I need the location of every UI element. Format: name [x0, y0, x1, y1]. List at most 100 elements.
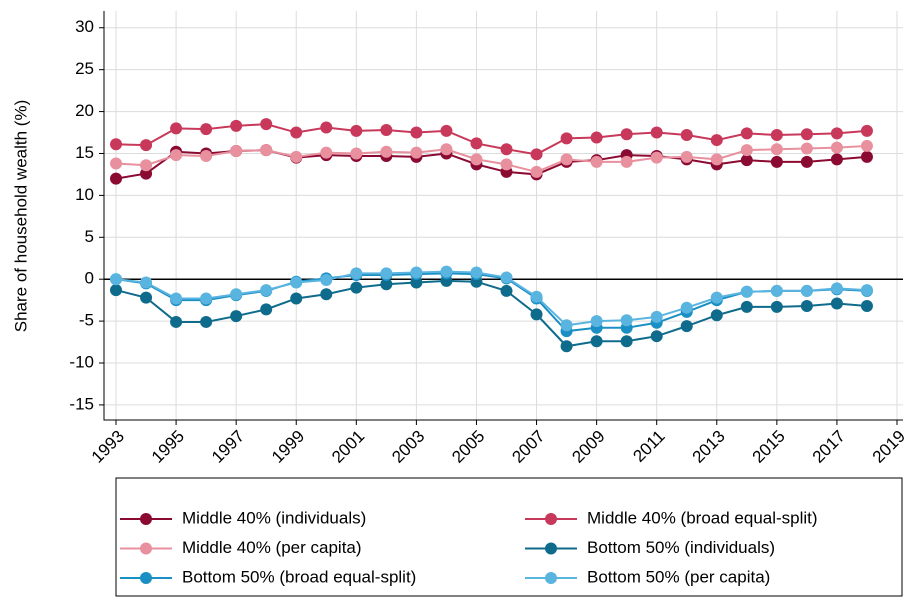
point: [680, 320, 693, 333]
point: [500, 158, 513, 171]
y-tick-label: -10: [69, 352, 94, 371]
x-tick-label: 1993: [88, 427, 128, 467]
point: [170, 292, 183, 305]
x-tick-label: 2015: [749, 427, 789, 467]
point: [830, 127, 843, 140]
y-tick-label: 5: [85, 227, 94, 246]
point: [170, 122, 183, 135]
series-line: [115, 149, 868, 180]
point: [740, 127, 753, 140]
point: [290, 150, 303, 163]
point: [770, 129, 783, 142]
point: [290, 126, 303, 139]
legend-label: Bottom 50% (individuals): [587, 538, 775, 557]
point: [350, 267, 363, 280]
point: [800, 155, 813, 168]
point: [860, 124, 873, 137]
point: [680, 129, 693, 142]
point: [620, 128, 633, 141]
point: [740, 144, 753, 157]
point: [830, 297, 843, 310]
point: [380, 124, 393, 137]
point: [230, 310, 243, 323]
point: [770, 155, 783, 168]
x-tick-label: 2017: [809, 427, 849, 467]
point: [230, 144, 243, 157]
point: [320, 121, 333, 134]
point: [320, 146, 333, 159]
point: [860, 300, 873, 313]
point: [470, 266, 483, 279]
y-tick-label: 0: [85, 269, 94, 288]
x-tick-label: 2013: [689, 427, 729, 467]
point: [260, 144, 273, 157]
point: [500, 143, 513, 156]
point: [620, 155, 633, 168]
point: [560, 340, 573, 353]
legend-label: Middle 40% (per capita): [182, 538, 362, 557]
y-tick-label: -5: [79, 311, 94, 330]
point: [500, 271, 513, 284]
point: [530, 148, 543, 161]
point: [560, 132, 573, 145]
y-tick-label: -15: [69, 394, 94, 413]
legend-marker: [140, 513, 152, 525]
point: [650, 310, 663, 323]
point: [860, 139, 873, 152]
point: [590, 315, 603, 328]
point: [140, 291, 153, 304]
point: [410, 126, 423, 139]
point: [800, 284, 813, 297]
point: [650, 151, 663, 164]
x-tick-label: 2011: [629, 427, 668, 466]
legend-marker: [545, 513, 557, 525]
point: [770, 300, 783, 313]
point: [710, 153, 723, 166]
point: [500, 284, 513, 297]
point: [440, 143, 453, 156]
point: [230, 288, 243, 301]
point: [170, 315, 183, 328]
point: [530, 165, 543, 178]
point: [530, 290, 543, 303]
point: [680, 150, 693, 163]
point: [830, 282, 843, 295]
point: [590, 335, 603, 348]
point: [110, 284, 123, 297]
y-tick-label: 25: [75, 59, 94, 78]
legend-label: Bottom 50% (broad equal-split): [182, 567, 416, 586]
point: [860, 150, 873, 163]
point: [590, 155, 603, 168]
point: [860, 284, 873, 297]
point: [290, 276, 303, 289]
point: [350, 124, 363, 137]
legend-label: Bottom 50% (per capita): [587, 567, 770, 586]
series-line: [115, 272, 868, 333]
point: [380, 267, 393, 280]
legend-label: Middle 40% (individuals): [182, 508, 366, 527]
point: [530, 308, 543, 321]
x-tick-label: 2001: [328, 427, 368, 467]
point: [560, 319, 573, 332]
point: [770, 143, 783, 156]
point: [200, 292, 213, 305]
point: [380, 278, 393, 291]
point: [320, 274, 333, 287]
point: [320, 288, 333, 301]
x-tick-label: 1995: [148, 427, 188, 467]
point: [260, 303, 273, 316]
x-tick-label: 2007: [508, 427, 548, 467]
point: [710, 309, 723, 322]
point: [140, 276, 153, 289]
point: [170, 149, 183, 162]
point: [620, 335, 633, 348]
y-tick-label: 30: [75, 17, 94, 36]
point: [350, 281, 363, 294]
x-tick-label: 1997: [208, 427, 248, 467]
y-tick-label: 10: [75, 185, 94, 204]
point: [740, 154, 753, 167]
point: [560, 153, 573, 166]
point: [140, 139, 153, 152]
legend-label: Middle 40% (broad equal-split): [587, 508, 818, 527]
